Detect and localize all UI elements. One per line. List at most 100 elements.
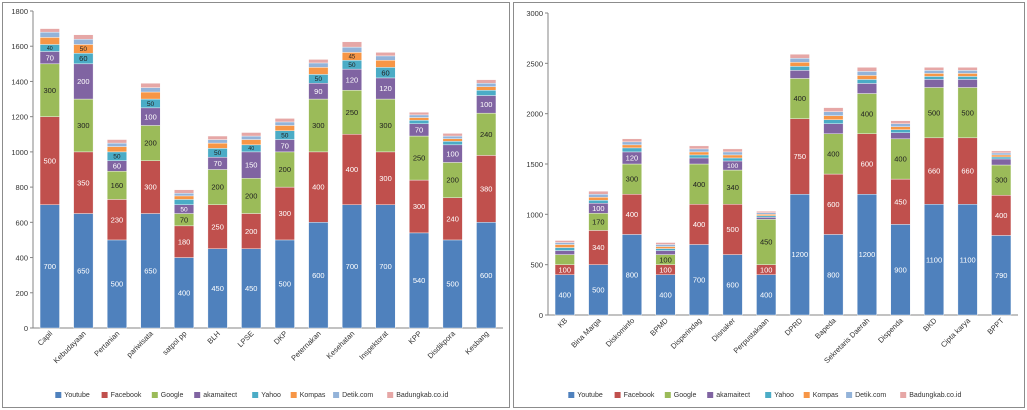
bar-segment-detik-com bbox=[823, 111, 844, 116]
bar-segment-yahoo bbox=[554, 247, 575, 251]
data-label: 40 bbox=[248, 146, 254, 152]
bar-segment-detik-com bbox=[308, 62, 329, 68]
data-label: 230 bbox=[111, 215, 124, 224]
bar-segment-badungkab-co-id bbox=[689, 145, 710, 150]
legend-label: Kompas bbox=[813, 392, 839, 399]
right-stacked-bar-chart: 0 500 1000 1500 2000 2500 3000 400 100 KB 500 340 17… bbox=[526, 9, 1018, 399]
bar-segment-badungkab-co-id bbox=[789, 54, 810, 59]
data-label: 700 bbox=[44, 262, 57, 271]
bar-segment-kompas bbox=[174, 195, 195, 200]
legend-swatch-yahoo bbox=[765, 392, 772, 398]
y-tick-label: 1000 bbox=[526, 210, 543, 219]
data-label: 700 bbox=[379, 262, 392, 271]
bar-segment-akamaitect bbox=[890, 132, 911, 140]
data-label: 100 bbox=[446, 149, 459, 158]
bar-segment-akamaitect bbox=[991, 158, 1012, 166]
y-tick-label: 2500 bbox=[526, 59, 543, 68]
y-tick-label: 3000 bbox=[526, 9, 543, 18]
data-label: 400 bbox=[827, 150, 840, 159]
data-label: 200 bbox=[211, 183, 224, 192]
data-label: 900 bbox=[894, 265, 907, 274]
bar-segment-kompas bbox=[274, 125, 295, 131]
bar-segment-kompas bbox=[823, 115, 844, 120]
y-tick-label: 500 bbox=[530, 261, 543, 270]
bar-segment-akamaitect bbox=[554, 250, 575, 255]
data-label: 100 bbox=[727, 163, 739, 170]
data-label: 750 bbox=[794, 152, 807, 161]
data-label: 450 bbox=[760, 238, 773, 247]
bar-segment-kompas bbox=[207, 142, 228, 149]
bar-segment-badungkab-co-id bbox=[106, 139, 127, 144]
data-label: 50 bbox=[348, 62, 356, 69]
legend-swatch-google bbox=[151, 392, 158, 398]
data-label: 250 bbox=[211, 222, 224, 231]
y-tick-label: 800 bbox=[15, 183, 28, 192]
bar-segment-badungkab-co-id bbox=[722, 148, 743, 153]
data-label: 200 bbox=[245, 227, 258, 236]
bar-segment-akamaitect bbox=[756, 217, 777, 220]
legend-label: akamaitect bbox=[203, 392, 237, 399]
category-label: Kebudayaan bbox=[52, 329, 88, 365]
bar-segment-akamaitect bbox=[789, 70, 810, 79]
data-label: 180 bbox=[178, 237, 191, 246]
bar-segment-badungkab-co-id bbox=[890, 120, 911, 124]
bar-segment-detik-com bbox=[756, 212, 777, 215]
data-label: 600 bbox=[726, 280, 739, 289]
data-label: 400 bbox=[760, 290, 773, 299]
data-label: 450 bbox=[211, 284, 224, 293]
category-label: Cipta karya bbox=[939, 315, 973, 349]
y-tick-label: 2000 bbox=[526, 110, 543, 119]
data-label: 500 bbox=[446, 280, 459, 289]
bar-segment-kompas bbox=[39, 37, 60, 45]
bar-segment-badungkab-co-id bbox=[756, 211, 777, 214]
bar-segment-kompas bbox=[991, 154, 1012, 158]
data-label: 500 bbox=[726, 225, 739, 234]
category-label: KB bbox=[556, 316, 569, 329]
bar-segment-badungkab-co-id bbox=[140, 83, 161, 88]
data-label: 100 bbox=[659, 255, 672, 264]
data-label: 1200 bbox=[791, 250, 808, 259]
bar-segment-kompas bbox=[689, 151, 710, 156]
bar-segment-badungkab-co-id bbox=[442, 133, 463, 137]
data-label: 170 bbox=[592, 218, 605, 227]
data-label: 1100 bbox=[960, 255, 976, 264]
data-label: 400 bbox=[626, 210, 639, 219]
bar-segment-detik-com bbox=[554, 242, 575, 245]
data-label: 50 bbox=[315, 76, 323, 83]
category-label: satpol pp bbox=[161, 329, 189, 357]
category-label: Peternakan bbox=[289, 329, 322, 362]
data-label: 100 bbox=[480, 100, 493, 109]
data-label: 400 bbox=[861, 109, 874, 118]
category-label: Kesehatan bbox=[325, 329, 357, 361]
bar-segment-badungkab-co-id bbox=[991, 150, 1012, 154]
data-label: 400 bbox=[693, 180, 706, 189]
bar-segment-detik-com bbox=[655, 244, 676, 247]
legend-swatch-facebook bbox=[614, 392, 621, 398]
data-label: 50 bbox=[147, 101, 155, 108]
bar-segment-detik-com bbox=[476, 83, 497, 87]
data-label: 50 bbox=[281, 132, 289, 139]
category-label: BLH bbox=[205, 329, 222, 346]
bar-segment-kompas bbox=[308, 67, 329, 75]
legend-swatch-youtube bbox=[55, 392, 62, 398]
category-label: Dispenda bbox=[876, 315, 905, 344]
data-label: 500 bbox=[928, 108, 941, 117]
bar-segment-akamaitect bbox=[823, 123, 844, 134]
category-label: Disnaker bbox=[710, 316, 738, 344]
bar-segment-kompas bbox=[957, 73, 978, 77]
bar-segment-detik-com bbox=[588, 193, 609, 198]
legend-label: Yahoo bbox=[261, 392, 281, 399]
legend-swatch-google bbox=[664, 392, 671, 398]
bar-segment-badungkab-co-id bbox=[341, 41, 362, 48]
bar-segment-detik-com bbox=[442, 135, 463, 139]
data-label: 300 bbox=[379, 174, 392, 183]
data-label: 100 bbox=[760, 265, 773, 274]
category-label: BPMD bbox=[648, 316, 670, 338]
data-label: 600 bbox=[312, 271, 325, 280]
y-tick-label: 1600 bbox=[11, 42, 28, 51]
data-label: 100 bbox=[592, 204, 605, 213]
bar-segment-yahoo bbox=[476, 90, 497, 96]
bar-segment-detik-com bbox=[789, 58, 810, 63]
category-label: Diskominfo bbox=[604, 316, 637, 349]
y-tick-label: 600 bbox=[15, 218, 28, 227]
